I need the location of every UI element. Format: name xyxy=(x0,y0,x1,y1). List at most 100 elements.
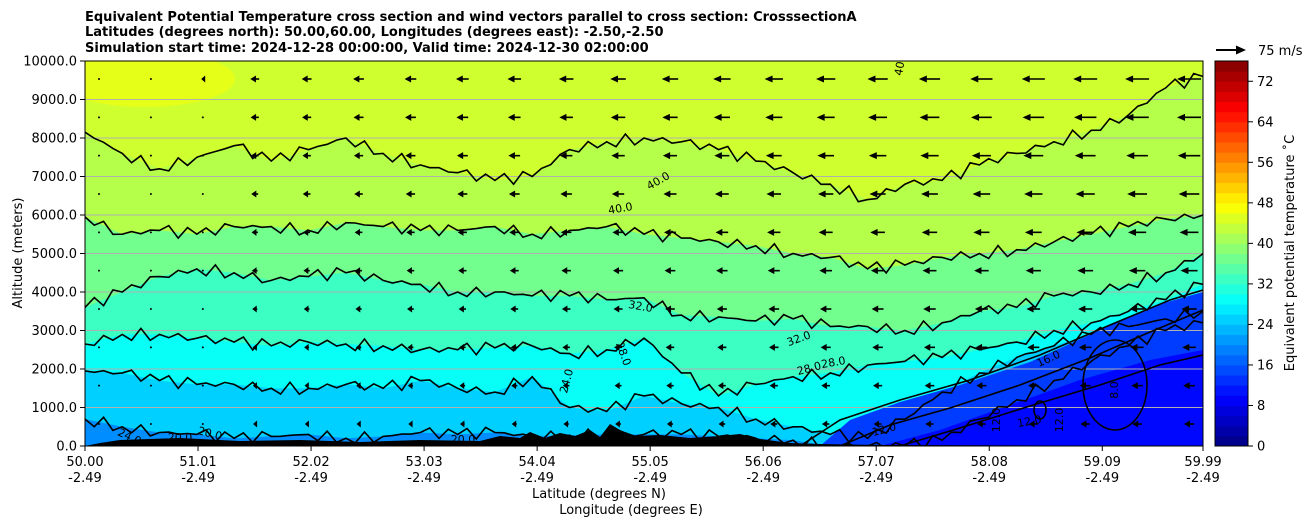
wind-vector-head xyxy=(973,228,982,236)
wind-vector-dot xyxy=(149,423,152,425)
wind-vector-head xyxy=(457,190,464,198)
wind-vector-head xyxy=(975,343,983,351)
wind-vector-dot xyxy=(98,423,100,425)
colorbar-tick-label-0: 0 xyxy=(1257,440,1265,455)
wind-vector-head xyxy=(1130,343,1138,351)
y-tick-label-8: 8000.0 xyxy=(32,132,78,147)
terrain-silhouette xyxy=(85,424,1203,446)
colorbar-segment xyxy=(1215,142,1248,153)
wind-vector-head xyxy=(714,152,722,160)
wind-vector-head xyxy=(1023,152,1032,160)
wind-vector-head xyxy=(663,190,671,198)
colorbar-segment xyxy=(1215,111,1248,123)
wind-vector-dot xyxy=(149,116,152,119)
colorbar-tick-label-4: 32 xyxy=(1257,277,1274,292)
wind-vector-head xyxy=(1132,420,1139,428)
colorbar-segment xyxy=(1215,152,1248,163)
wind-vector-dot xyxy=(98,154,100,157)
wind-vector-head xyxy=(1073,75,1082,83)
x-tick-label-lon-4: -2.49 xyxy=(520,471,554,486)
wind-vector-head xyxy=(353,75,360,83)
wind-vector-head xyxy=(1028,420,1035,428)
wind-vector-head xyxy=(822,420,828,428)
colorbar-segment xyxy=(1215,354,1248,366)
wind-vector-head xyxy=(766,190,774,198)
colorbar-segment xyxy=(1215,344,1248,356)
colorbar: 0 8 16 24 32 40 48 56 64 72 xyxy=(1214,60,1274,455)
wind-vector-head xyxy=(459,343,465,351)
colorbar-tick-label-8: 64 xyxy=(1257,115,1274,130)
wind-vector-head xyxy=(765,113,774,121)
wind-vector-head xyxy=(922,267,930,275)
wind-vector-head xyxy=(820,305,827,313)
colorbar-tick-label-3: 24 xyxy=(1257,318,1274,333)
contour-label: 20.0 xyxy=(196,424,223,443)
wind-vector-head xyxy=(405,190,412,198)
wind-vector-head xyxy=(561,305,568,313)
wind-vector-head xyxy=(458,267,464,275)
wind-vector-head xyxy=(1078,343,1086,351)
wind-vector-head xyxy=(509,228,516,236)
wind-vector-head xyxy=(304,420,309,428)
wind-vector-dot xyxy=(98,308,100,310)
wind-vector-head xyxy=(456,75,463,83)
wind-vector-dot xyxy=(149,346,152,349)
wind-vector-head xyxy=(511,382,517,390)
wind-vector-head xyxy=(356,420,361,428)
wind-vector-head xyxy=(870,228,878,236)
wind-vector-dot xyxy=(149,308,152,310)
contour-closed-small xyxy=(1033,400,1047,420)
wind-vector-head xyxy=(918,75,927,83)
wind-vector-head xyxy=(610,113,619,121)
wind-vector-head xyxy=(717,343,724,351)
wind-vector-head xyxy=(871,305,879,313)
wind-vector-head xyxy=(666,420,672,428)
wind-vector-dot xyxy=(98,78,100,80)
contour-line-28 xyxy=(85,281,1203,398)
wind-vector-head xyxy=(768,305,775,313)
wind-vector-head xyxy=(252,343,257,351)
wind-vector-head xyxy=(251,228,257,236)
wind-vector-head xyxy=(664,267,671,275)
wind-vector-head xyxy=(302,190,309,198)
wind-vector-dot xyxy=(201,116,204,119)
wind-vector-head xyxy=(1026,305,1034,313)
contour-line-32 xyxy=(85,252,1203,336)
wind-vector-head xyxy=(1127,190,1136,198)
wind-vector-dot xyxy=(98,269,100,272)
x-axis-label-lon: Longitude (degrees E) xyxy=(559,503,703,518)
y-tick-label-0: 0.0 xyxy=(56,440,77,455)
contour-label: 40.0 xyxy=(607,200,633,217)
wind-vector-head xyxy=(977,420,983,428)
colorbar-segment xyxy=(1215,375,1248,386)
colorbar-segment xyxy=(1215,425,1248,437)
colorbar-segment xyxy=(1215,182,1248,194)
wind-vector-head xyxy=(872,343,879,351)
chart-title-line-1: Equivalent Potential Temperature cross s… xyxy=(85,10,857,25)
wind-vector-head xyxy=(665,305,672,313)
wind-vector-head xyxy=(764,75,773,83)
wind-vectors xyxy=(98,75,1201,428)
contour-label: 8.0 xyxy=(1108,381,1121,399)
wind-vector-head xyxy=(1181,305,1189,313)
wind-vector-head xyxy=(665,343,672,351)
wind-vector-head xyxy=(406,267,412,275)
colorbar-segment xyxy=(1215,273,1248,285)
wind-vector-dot xyxy=(149,384,152,387)
wind-vector-head xyxy=(1178,190,1187,198)
contour-line-36 xyxy=(85,213,1203,275)
x-tick-label-lon-0: -2.49 xyxy=(68,471,102,486)
wind-vector-head xyxy=(559,113,567,121)
y-tick-label-3: 3000.0 xyxy=(32,324,78,339)
wind-vector-head xyxy=(924,382,931,390)
wind-vector-head xyxy=(923,343,931,351)
wind-vector-head xyxy=(1177,75,1185,83)
wind-vector-head xyxy=(456,113,463,121)
wind-vector-dot xyxy=(149,231,152,234)
wind-vector-head xyxy=(614,343,620,351)
wind-vector-head xyxy=(819,267,827,275)
colorbar-segment xyxy=(1215,91,1248,103)
x-tick-label-lat-2: 52.02 xyxy=(292,455,329,470)
wind-vector-head xyxy=(1182,343,1190,351)
